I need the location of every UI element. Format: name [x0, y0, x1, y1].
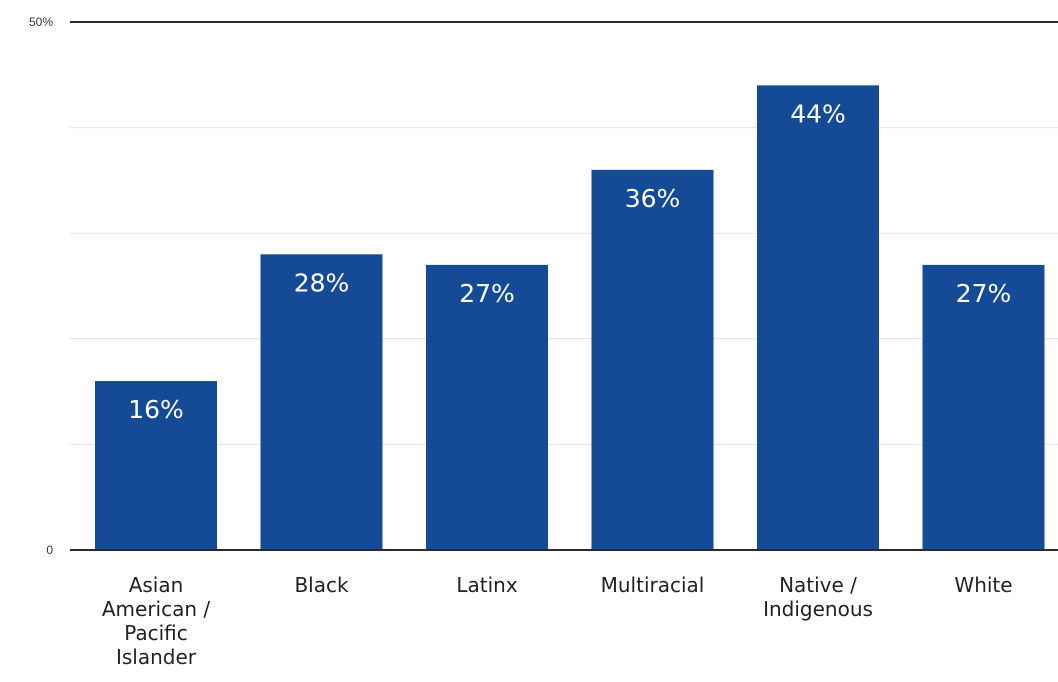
bar	[95, 381, 217, 550]
bar	[922, 264, 1045, 550]
category-label: Black	[294, 573, 349, 597]
y-tick-label: 0	[46, 543, 53, 557]
axes	[70, 21, 1058, 551]
data-label: 27%	[459, 279, 515, 308]
data-label: 28%	[294, 268, 350, 297]
category-label: Asian American / Pacific Islander	[102, 573, 211, 669]
bars	[95, 85, 1045, 551]
category-label: Latinx	[456, 573, 517, 597]
bar	[260, 254, 383, 550]
bar	[591, 169, 714, 550]
bar	[426, 264, 548, 550]
bar	[757, 85, 879, 551]
data-label: 36%	[625, 184, 681, 213]
category-label: White	[954, 573, 1012, 597]
data-label: 16%	[128, 395, 184, 424]
data-label: 27%	[956, 279, 1012, 308]
category-label: Native / Indigenous	[763, 573, 873, 621]
labels: 0 50% 16% Asian American / Pacific Islander 28%…	[29, 15, 1013, 669]
y-tick-label: 50%	[29, 15, 53, 29]
category-label: Multiracial	[601, 573, 705, 597]
gridlines	[70, 127, 1058, 445]
data-label: 44%	[790, 99, 846, 128]
